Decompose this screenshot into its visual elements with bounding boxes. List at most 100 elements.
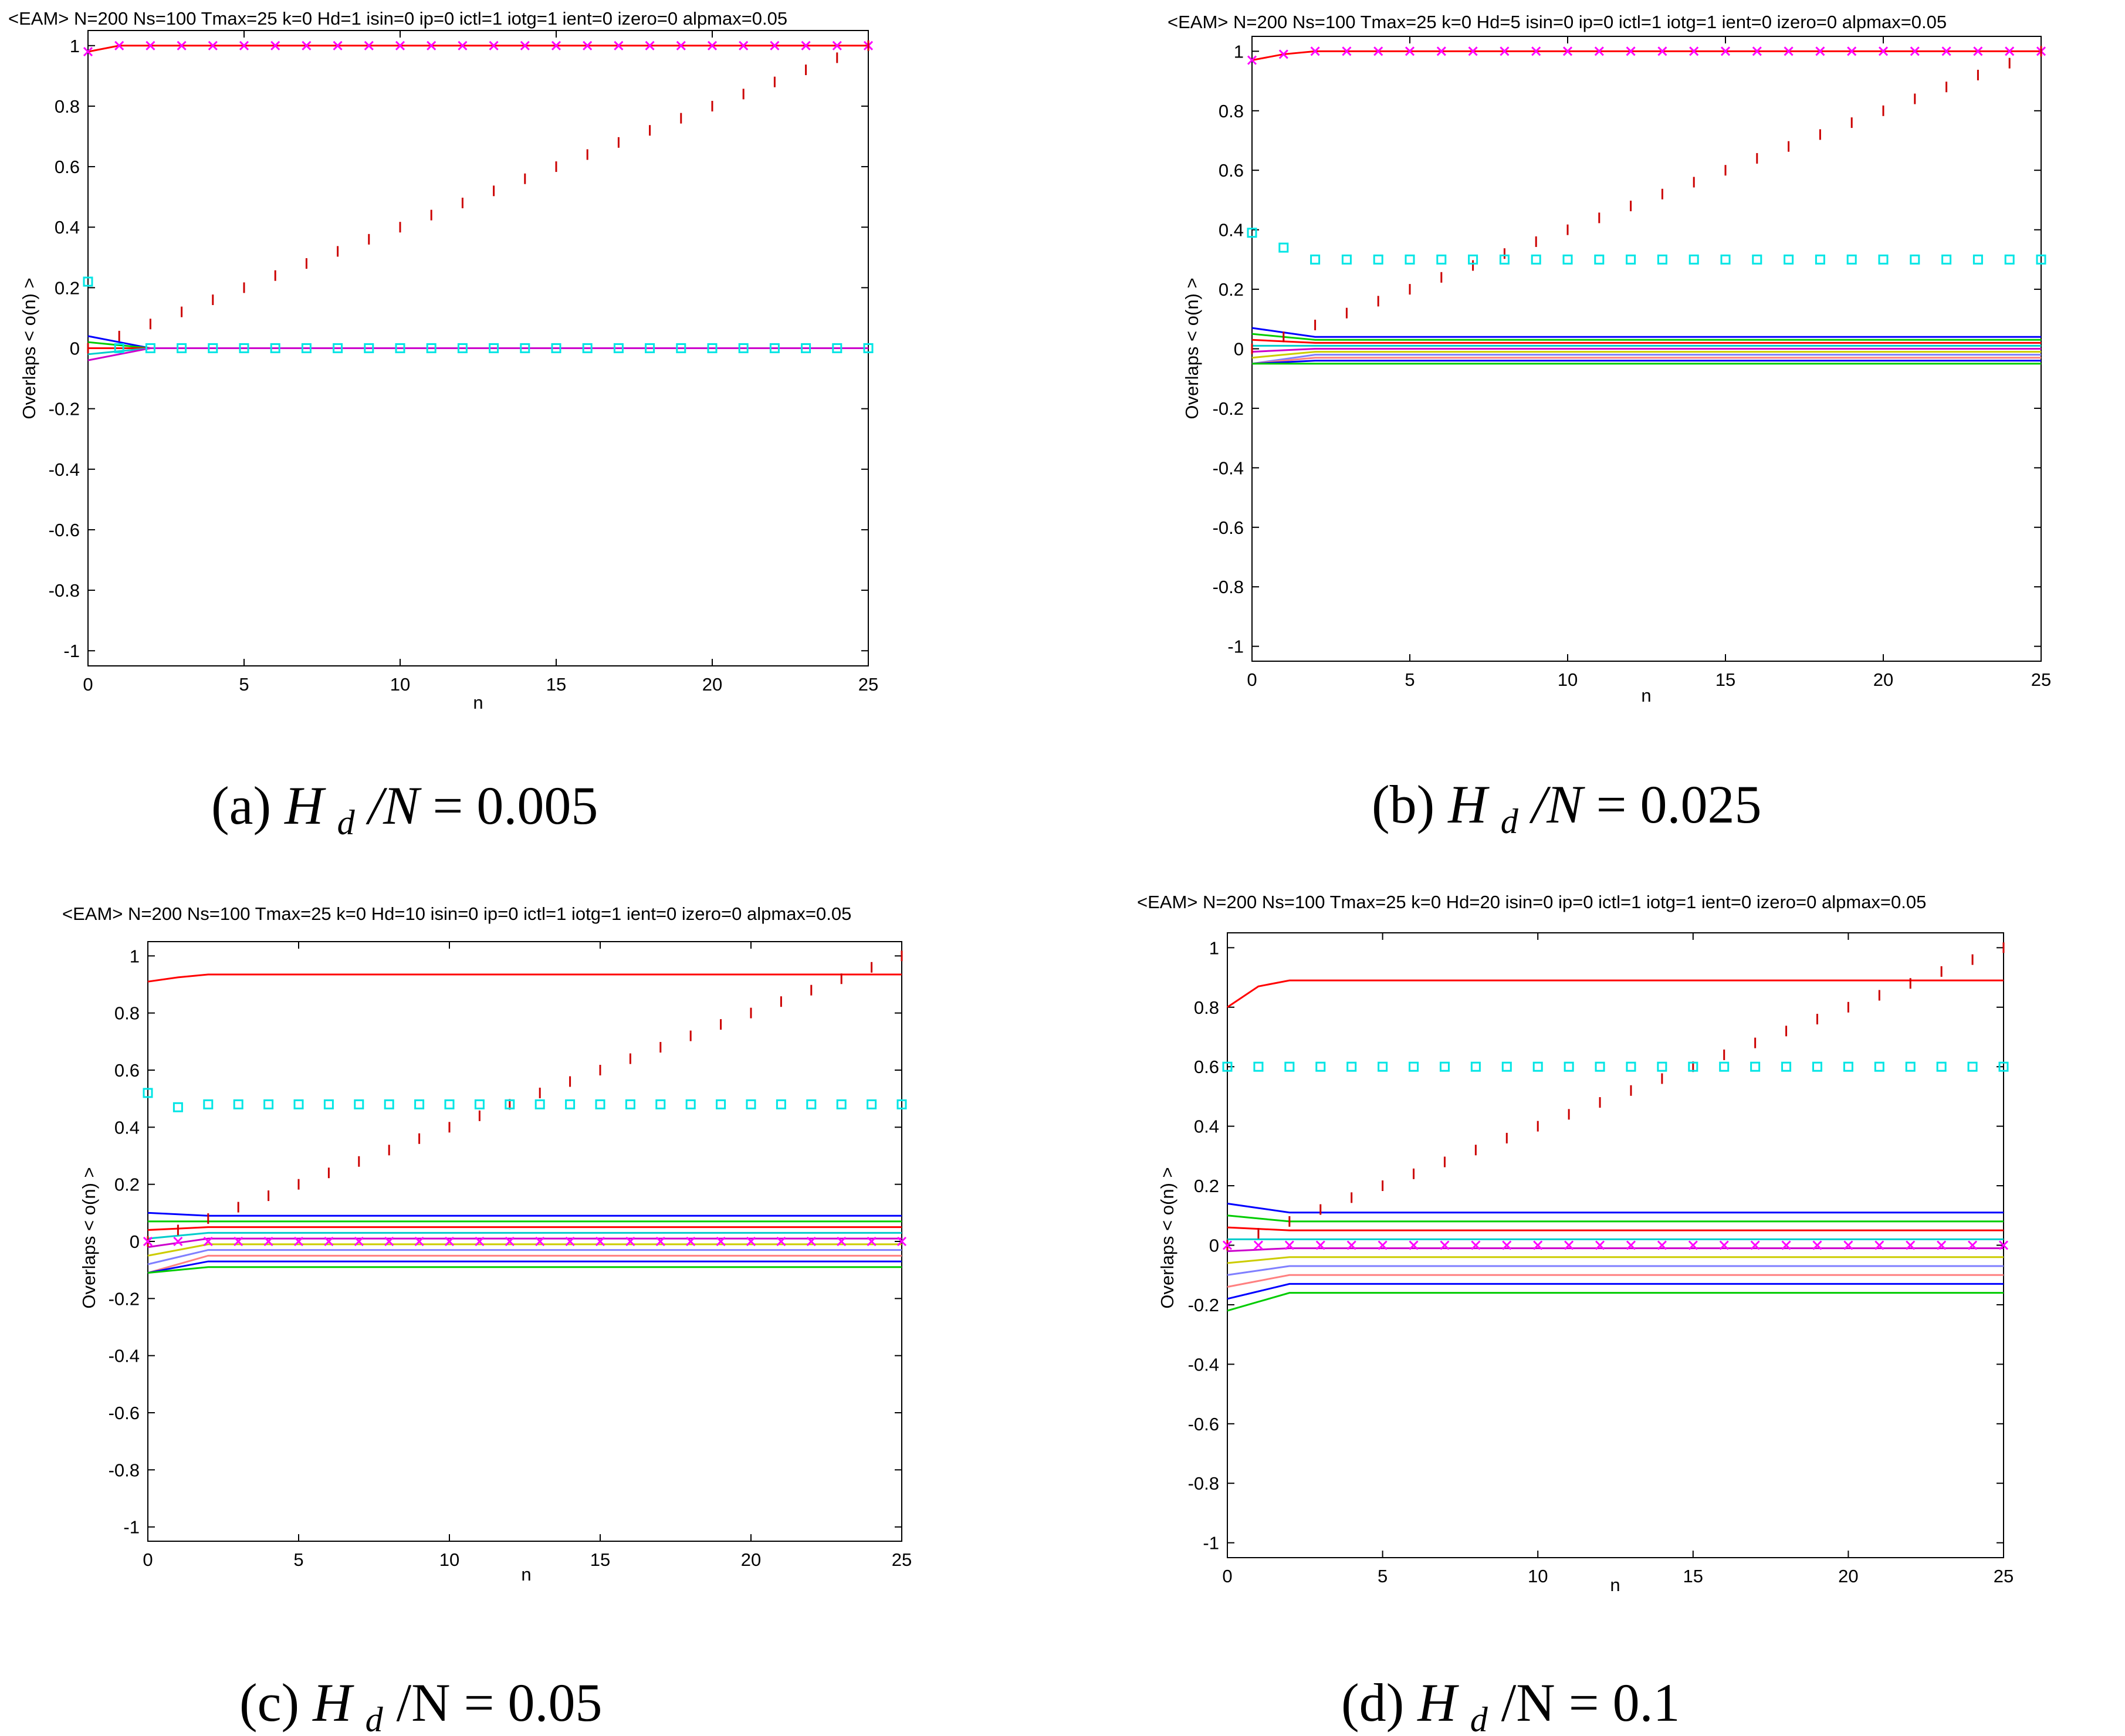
panel-a-cyan-marker [613,343,624,353]
panel-a-cyan-marker [520,343,530,353]
panel-b-cyan-marker [1941,254,1952,265]
panel-d-x-marker [1378,1240,1388,1250]
panel-d-ytick-label: 0.4 [1194,1116,1219,1137]
panel-d-cyan-marker [1874,1061,1884,1072]
panel-a-ytick-label: 0.4 [55,217,80,238]
panel-c-cyan-marker [867,1099,877,1109]
panel-a-x-marker [583,40,593,50]
panel-d-x-marker [1626,1240,1636,1250]
panel-b-caption-value: = 0.025 [1596,774,1762,834]
panel-a-cyan-marker [364,343,374,353]
panel-d-x-marker [1657,1240,1667,1250]
panel-a-caption-divisor: /N [366,776,422,835]
panel-a-y-ticks: -1 -0.8 -0.6 -0.4 -0.2 0 0.2 0.4 0.6 0.8 1 [49,36,868,661]
panel-c-cyan-marker [293,1099,304,1109]
panel-c-band-line [147,1243,902,1257]
panel-a-xtick-label: 25 [858,674,878,695]
panel-a-target-line [87,45,868,53]
panel-d-cyan-marker [1378,1061,1388,1072]
panel-a-cyan-marker [177,343,187,353]
panel-c-ytick-label: 0 [130,1231,140,1252]
panel-c-x-ticks: 0 5 10 15 20 25 [143,942,912,1570]
panel-c-x-marker [867,1236,877,1247]
panel-a-cyan-marker [301,343,312,353]
panel-d-xtick-label: 0 [1222,1566,1232,1586]
panel-d-x-marker [1688,1240,1698,1250]
panel-d-ytick-label: 0 [1209,1236,1219,1256]
panel-c-x-marker [806,1236,816,1247]
panel-a-x-marker [801,40,811,50]
panel-b-caption-divisor: /N [1529,774,1586,834]
panel-b-x-marker [1468,46,1478,56]
panel-c-caption-var: H [312,1673,354,1732]
panel-b-x-marker [1847,46,1857,56]
panel-c-x-marker [234,1236,243,1247]
panel-c-target-line [147,973,902,983]
panel-d-ytick-label: -0.4 [1188,1354,1219,1375]
panel-c-band-line [147,1212,902,1217]
panel-b-x-marker [1405,46,1415,56]
panel-d-x-marker [1440,1240,1450,1250]
panel-a-ytick-label: -0.6 [49,520,80,540]
panel-c-x-marker [896,1236,907,1247]
panel-c-cyan-marker [565,1099,576,1109]
panel-d-x-marker [1346,1240,1356,1250]
panel-b-cyan-marker [1972,254,1983,265]
panel-b-xtick-label: 25 [2031,669,2051,690]
panel-b-xtick-label: 5 [1405,669,1415,690]
panel-c-xlabel: n [521,1564,531,1585]
panel-c-plot-area [143,950,907,1274]
panel-a-ytick-label: 0.2 [55,278,80,298]
panel-a-caption-value: = 0.005 [433,776,598,835]
panel-a-x-marker [114,40,124,50]
panel-d-band-line [1227,1265,2004,1276]
panel-c-cyan-marker [716,1099,726,1109]
panel-d-band-line [1227,1214,2004,1223]
panel-c-x-marker [324,1236,334,1247]
panel-b-x-marker [1910,46,1920,56]
panel-d-band-line [1227,1256,2004,1264]
panel-d-xtick-label: 10 [1528,1566,1548,1586]
panel-b-cyan-marker [1657,254,1667,265]
panel-d-caption-var: H [1417,1673,1459,1732]
panel-b-x-marker [1373,46,1383,56]
panel-c-caption-divisor: /N [397,1673,451,1732]
panel-a-x-marker [270,40,280,50]
panel-d-title: <EAM> N=200 Ns=100 Tmax=25 k=0 Hd=20 isi… [1137,892,1926,912]
panel-b-ytick-label: -0.2 [1213,398,1244,419]
panel-c-x-marker [384,1236,394,1247]
panel-a-x-marker [333,40,343,50]
panel-c-x-marker [776,1236,786,1247]
panel-b-plot-area [1247,46,2046,365]
panel-c-xtick-label: 5 [293,1549,303,1570]
panel-b-x-marker [1626,46,1636,56]
panel-c-band-line [147,1260,902,1274]
panel-d-xtick-label: 25 [1994,1566,2014,1586]
panel-d-cyan-marker [1750,1061,1761,1072]
panel-a-cyan-marker [769,343,780,353]
panel-d-ytick-label: -1 [1203,1533,1219,1554]
panel-a-caption-label: (a) [211,776,271,835]
panel-d-cyan-marker [1657,1061,1667,1072]
panel-d-x-marker [1222,1240,1233,1250]
panel-a-cyan-marker [645,343,655,353]
panel-b-cyan-marker [1436,254,1447,265]
panel-d-cyan-marker [1998,1061,2009,1072]
panel-b-xtick-label: 0 [1247,669,1257,690]
panel-b-band-line [1251,339,2041,344]
panel-c-y-ticks: -1 -0.8 -0.6 -0.4 -0.2 0 0.2 0.4 0.6 0.8 1 [109,946,902,1538]
panel-d-cyan-marker [1439,1061,1450,1072]
panel-d-xlabel: n [1610,1575,1620,1595]
panel-b-x-marker [1689,46,1699,56]
panel-d-x-marker [1409,1240,1419,1250]
panel-a-cyan-marker [801,343,811,353]
panel-b-band-line [1251,327,2041,338]
panel-b-cyan-marker [1815,254,1825,265]
panel-a-xtick-label: 0 [83,674,93,695]
panel-b-band-line [1251,351,2041,359]
panel-c-x-marker [293,1236,304,1247]
panel-d-cyan-marker [1595,1061,1605,1072]
panel-d-cyan-marker [1564,1061,1574,1072]
panel-d-x-ticks: 0 5 10 15 20 25 [1222,933,2014,1586]
panel-d-x-marker [1906,1240,1916,1250]
